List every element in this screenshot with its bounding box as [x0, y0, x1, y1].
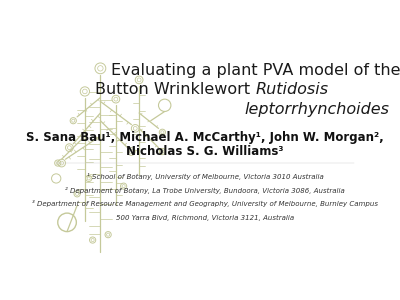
- Text: Nicholas S. G. Williams³: Nicholas S. G. Williams³: [126, 145, 284, 158]
- Text: 500 Yarra Blvd, Richmond, Victoria 3121, Australia: 500 Yarra Blvd, Richmond, Victoria 3121,…: [116, 215, 294, 221]
- Text: ² Department of Botany, La Trobe University, Bundoora, Victoria 3086, Australia: ² Department of Botany, La Trobe Univers…: [65, 187, 345, 194]
- Text: S. Sana Bau¹, Michael A. McCarthy¹, John W. Morgan²,: S. Sana Bau¹, Michael A. McCarthy¹, John…: [26, 131, 384, 144]
- Text: Rutidosis: Rutidosis: [255, 82, 328, 98]
- Text: ³ Department of Resource Management and Geography, University of Melbourne, Burn: ³ Department of Resource Management and …: [32, 200, 378, 207]
- Text: Evaluating a plant PVA model of the: Evaluating a plant PVA model of the: [111, 63, 400, 78]
- Text: ¹ School of Botany, University of Melbourne, Victoria 3010 Australia: ¹ School of Botany, University of Melbou…: [87, 172, 323, 180]
- Text: leptorrhynchoides: leptorrhynchoides: [245, 102, 390, 117]
- Text: Button Wrinklewort: Button Wrinklewort: [95, 82, 255, 98]
